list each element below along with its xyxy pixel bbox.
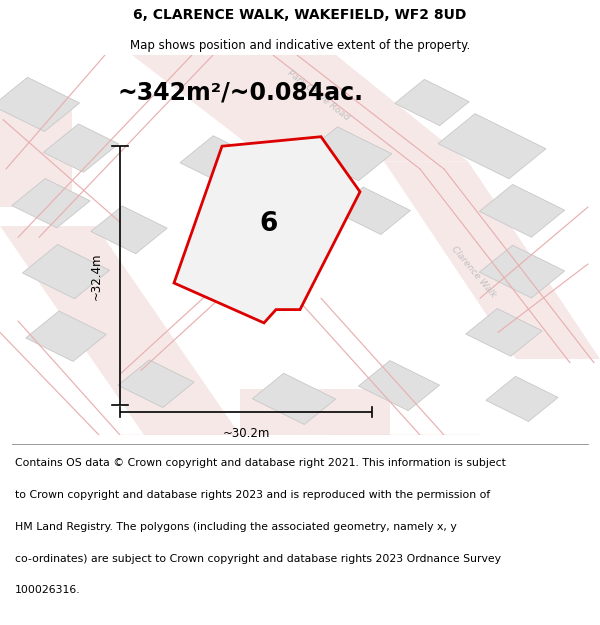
Polygon shape	[22, 244, 110, 299]
Polygon shape	[479, 245, 565, 298]
Polygon shape	[91, 206, 167, 254]
Polygon shape	[334, 187, 410, 234]
Polygon shape	[12, 179, 90, 227]
Text: co-ordinates) are subject to Crown copyright and database rights 2023 Ordnance S: co-ordinates) are subject to Crown copyr…	[15, 554, 501, 564]
Text: 6, CLARENCE WALK, WAKEFIELD, WF2 8UD: 6, CLARENCE WALK, WAKEFIELD, WF2 8UD	[133, 8, 467, 22]
Text: Clarence Walk: Clarence Walk	[450, 244, 498, 299]
Text: ~30.2m: ~30.2m	[223, 428, 269, 441]
Polygon shape	[43, 124, 119, 172]
Polygon shape	[240, 389, 390, 435]
Text: Contains OS data © Crown copyright and database right 2021. This information is : Contains OS data © Crown copyright and d…	[15, 458, 506, 468]
Text: Park Grove Road: Park Grove Road	[286, 68, 350, 122]
Polygon shape	[395, 79, 469, 126]
Polygon shape	[180, 136, 270, 191]
Polygon shape	[438, 114, 546, 179]
Polygon shape	[0, 101, 72, 207]
Polygon shape	[0, 226, 240, 435]
Polygon shape	[174, 137, 360, 323]
Polygon shape	[26, 311, 106, 361]
Text: 100026316.: 100026316.	[15, 586, 80, 596]
Polygon shape	[0, 78, 80, 131]
Text: Map shows position and indicative extent of the property.: Map shows position and indicative extent…	[130, 39, 470, 52]
Polygon shape	[304, 127, 392, 181]
Polygon shape	[479, 184, 565, 237]
Polygon shape	[486, 376, 558, 421]
Text: 6: 6	[260, 211, 278, 237]
Polygon shape	[466, 309, 542, 356]
Text: HM Land Registry. The polygons (including the associated geometry, namely x, y: HM Land Registry. The polygons (includin…	[15, 522, 457, 532]
Text: ~32.4m: ~32.4m	[90, 252, 103, 299]
Text: to Crown copyright and database rights 2023 and is reproduced with the permissio: to Crown copyright and database rights 2…	[15, 490, 490, 500]
Polygon shape	[132, 55, 468, 161]
Polygon shape	[118, 360, 194, 408]
Polygon shape	[252, 373, 336, 424]
Polygon shape	[358, 361, 440, 411]
Polygon shape	[384, 161, 600, 359]
Text: ~342m²/~0.084ac.: ~342m²/~0.084ac.	[117, 81, 363, 105]
